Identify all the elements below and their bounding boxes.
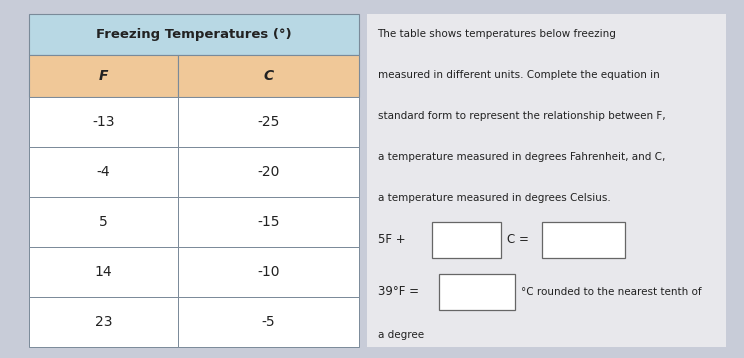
Text: a temperature measured in degrees Celsius.: a temperature measured in degrees Celsiu… (377, 193, 610, 203)
Bar (178, 197, 359, 247)
Text: °C rounded to the nearest tenth of: °C rounded to the nearest tenth of (522, 287, 702, 297)
Text: 5: 5 (99, 215, 108, 229)
Bar (542, 222, 625, 258)
Text: -13: -13 (92, 115, 115, 129)
Text: -20: -20 (257, 165, 280, 179)
Text: -10: -10 (257, 265, 280, 279)
Text: Freezing Temperatures (°): Freezing Temperatures (°) (97, 28, 292, 42)
Text: -15: -15 (257, 215, 280, 229)
Text: -4: -4 (97, 165, 110, 179)
Text: 23: 23 (94, 315, 112, 329)
Text: -25: -25 (257, 115, 280, 129)
Bar (367, 14, 726, 347)
Bar (29, 97, 178, 147)
Bar (178, 97, 359, 147)
Bar (439, 274, 516, 310)
Bar (178, 147, 359, 197)
Bar (178, 247, 359, 297)
Text: F: F (99, 69, 108, 83)
Bar (29, 197, 178, 247)
Bar (178, 297, 359, 347)
Text: C =: C = (507, 233, 528, 246)
Text: C: C (263, 69, 274, 83)
Text: measured in different units. Complete the equation in: measured in different units. Complete th… (377, 70, 659, 80)
Bar (29, 14, 359, 55)
Text: 39°F =: 39°F = (377, 285, 419, 298)
Text: a degree: a degree (377, 330, 423, 340)
Text: 14: 14 (94, 265, 112, 279)
Bar (29, 55, 178, 97)
Text: standard form to represent the relationship between F,: standard form to represent the relations… (377, 111, 665, 121)
Text: a temperature measured in degrees Fahrenheit, and C,: a temperature measured in degrees Fahren… (377, 152, 665, 162)
Bar (29, 147, 178, 197)
Text: -5: -5 (262, 315, 275, 329)
Bar (29, 247, 178, 297)
Bar (432, 222, 501, 258)
Text: The table shows temperatures below freezing: The table shows temperatures below freez… (377, 29, 616, 39)
Bar (29, 297, 178, 347)
Bar (178, 55, 359, 97)
Text: 5F +: 5F + (377, 233, 405, 246)
